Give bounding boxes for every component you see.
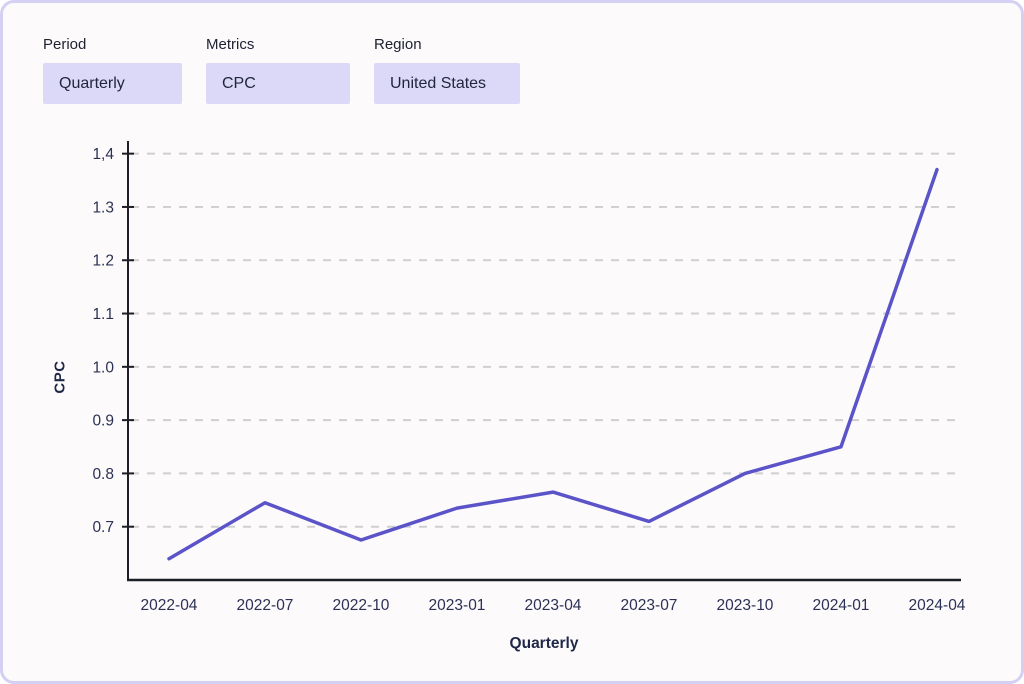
cpc-line-chart: 0.7 0.8 0.9 1.0 1.1 1.2 1.3 1,4 2022-04 2022-07 20… xyxy=(3,3,1021,681)
y-tick-label: 0.8 xyxy=(92,466,114,483)
y-tick-label: 0.9 xyxy=(92,413,114,430)
y-tick-label: 1,4 xyxy=(92,146,114,163)
filter-bar: Period Quarterly Metrics CPC Region Unit… xyxy=(43,37,520,104)
region-select[interactable]: United States xyxy=(374,63,520,104)
y-axis-title: CPC xyxy=(51,360,69,394)
region-label: Region xyxy=(374,36,422,53)
x-tick-label: 2023-10 xyxy=(717,597,774,614)
x-tick-label: 2024-04 xyxy=(909,597,966,614)
x-tick-label: 2023-07 xyxy=(621,597,678,614)
filter-group-period: Period Quarterly xyxy=(43,37,182,104)
x-tick-label: 2022-07 xyxy=(237,597,294,614)
x-tick-label: 2023-04 xyxy=(525,597,582,614)
y-tick-label: 0.7 xyxy=(92,519,114,536)
line-series xyxy=(167,167,939,561)
metrics-select[interactable]: CPC xyxy=(206,63,350,104)
metrics-label: Metrics xyxy=(206,36,255,53)
y-tick-label: 1.3 xyxy=(92,199,114,216)
filter-group-metrics: Metrics CPC xyxy=(206,37,350,104)
filter-group-region: Region United States xyxy=(374,37,520,104)
x-tick-label: 2024-01 xyxy=(813,597,870,614)
y-tick-label: 1.1 xyxy=(92,306,114,323)
period-select[interactable]: Quarterly xyxy=(43,63,182,104)
y-tick-label: 1.2 xyxy=(92,253,114,270)
x-tick-label: 2022-10 xyxy=(333,597,390,614)
x-axis-title: Quarterly xyxy=(509,635,579,652)
period-label: Period xyxy=(43,36,87,53)
x-tick-label: 2022-04 xyxy=(141,597,198,614)
chart-canvas: 0.7 0.8 0.9 1.0 1.1 1.2 1.3 1,4 2022-04 2022-07 20… xyxy=(92,141,966,614)
y-tick-label: 1.0 xyxy=(92,359,114,376)
x-tick-label: 2023-01 xyxy=(429,597,486,614)
